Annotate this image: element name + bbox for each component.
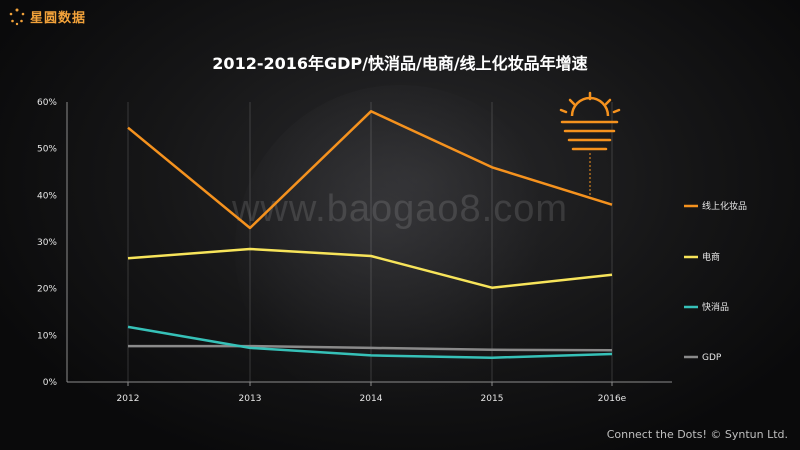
legend-label: 快消品 bbox=[702, 301, 729, 313]
brand-logo: 星圆数据 bbox=[8, 7, 86, 26]
x-tick-label: 2014 bbox=[360, 394, 383, 404]
watermark: www.baogao8.com bbox=[231, 188, 569, 230]
sun-arc bbox=[570, 96, 610, 117]
series-line-3 bbox=[127, 325, 613, 359]
y-tick-label: 50% bbox=[37, 145, 57, 155]
series-line-1 bbox=[127, 110, 613, 230]
chart-title: 2012-2016年GDP/快消品/电商/线上化妆品年增速 bbox=[212, 54, 588, 73]
legend-label: 电商 bbox=[702, 251, 720, 263]
sun-ray bbox=[568, 98, 576, 106]
series-line-4 bbox=[128, 344, 613, 352]
legend-label: 线上化妆品 bbox=[702, 200, 747, 212]
y-tick-label: 60% bbox=[37, 98, 57, 108]
y-tick-label: 30% bbox=[37, 238, 57, 248]
y-tick-label: 40% bbox=[37, 191, 57, 201]
y-tick-label: 20% bbox=[37, 285, 57, 295]
x-tick-label: 2015 bbox=[481, 394, 504, 404]
sun-ray bbox=[604, 98, 612, 106]
x-tick-label: 2012 bbox=[117, 394, 140, 404]
globe-background bbox=[235, 85, 565, 415]
series-line-2 bbox=[127, 247, 613, 289]
y-tick-label: 0% bbox=[43, 378, 58, 388]
brand-name: 星圆数据 bbox=[30, 11, 87, 26]
sparkle-logo-icon bbox=[9, 8, 25, 25]
y-tick-label: 10% bbox=[37, 331, 57, 341]
x-tick-label: 2016e bbox=[598, 394, 627, 404]
sun-icon bbox=[559, 91, 621, 196]
sun-ray bbox=[612, 108, 621, 114]
sun-ray bbox=[559, 108, 568, 114]
x-tick-label: 2013 bbox=[239, 394, 262, 404]
legend-label: GDP bbox=[702, 353, 722, 363]
footer-copyright: Connect the Dots! © Syntun Ltd. bbox=[606, 428, 788, 441]
